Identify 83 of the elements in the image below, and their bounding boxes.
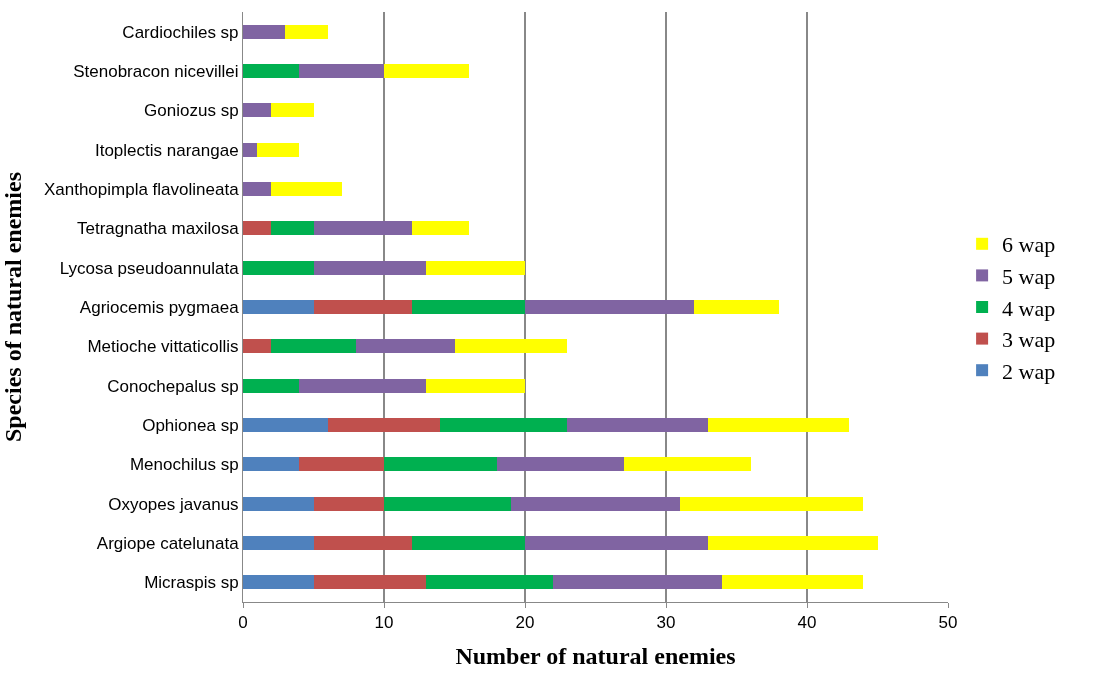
bar: [313, 575, 427, 590]
bar: [426, 260, 525, 275]
bar: [243, 536, 314, 550]
x-tick-label: 10: [374, 613, 394, 633]
bar: [454, 339, 568, 354]
bar: [623, 457, 751, 472]
bar: [680, 496, 864, 511]
bar: [243, 378, 300, 393]
y-tick-label: Metioche vittaticollis: [87, 337, 239, 357]
bar: [299, 378, 427, 393]
bar: [525, 300, 695, 314]
y-tick-label: Agriocemis pygmaea: [79, 297, 240, 317]
bar: [694, 300, 779, 314]
bar: [285, 24, 328, 39]
legend-label: 3 wap: [1002, 327, 1056, 353]
bar: [299, 457, 384, 472]
bar: [313, 300, 413, 314]
bar: [271, 221, 314, 236]
y-tick-label: Itoplectis narangae: [94, 140, 239, 160]
legend-label: 2 wap: [1002, 358, 1056, 384]
legend-label: 5 wap: [1002, 263, 1056, 289]
y-tick-label: Conochepalus sp: [107, 376, 239, 396]
y-tick-label: Xanthopimpla flavolineata: [43, 179, 240, 199]
bar: [243, 182, 272, 196]
bar: [243, 575, 314, 590]
bar: [567, 418, 709, 432]
bar: [496, 457, 624, 472]
bar: [243, 418, 328, 432]
y-tick-label: Micraspis sp: [144, 573, 239, 593]
y-tick-label: Menochilus sp: [129, 455, 239, 475]
x-tick-label: 30: [656, 613, 676, 633]
bar: [271, 339, 356, 354]
y-tick-label: Oxyopes javanus: [108, 494, 239, 514]
y-tick-label: Cardiochiles sp: [122, 22, 239, 42]
bar: [257, 142, 300, 157]
legend-label: 6 wap: [1002, 232, 1056, 258]
legend-label: 4 wap: [1002, 295, 1056, 321]
bar: [313, 536, 413, 550]
bar: [355, 339, 455, 354]
bar: [327, 418, 441, 432]
bar: [243, 496, 314, 511]
bar: [412, 536, 525, 550]
bar: [426, 575, 554, 590]
bar: [313, 496, 384, 511]
y-tick-label: Goniozus sp: [144, 101, 239, 121]
bar: [271, 182, 342, 196]
y-tick-label: Tetragnatha maxilosa: [77, 219, 240, 239]
bar: [243, 64, 300, 78]
bar: [243, 457, 300, 472]
bar: [708, 536, 878, 550]
bar: [525, 536, 709, 550]
y-tick-label: Ophionea sp: [142, 415, 239, 435]
bar: [553, 575, 723, 590]
bar: [384, 457, 497, 472]
bar: [243, 103, 272, 118]
bar: [412, 221, 469, 236]
x-tick-label: 0: [238, 613, 248, 633]
bar: [243, 339, 272, 354]
x-tick-label: 20: [515, 613, 535, 633]
bar: [243, 260, 314, 275]
bar: [243, 221, 272, 236]
y-tick-label: Argiope catelunata: [96, 533, 240, 553]
y-axis-title: Species of natural enemies: [0, 172, 27, 442]
bar: [299, 64, 384, 78]
bar: [708, 418, 850, 432]
y-tick-label: Stenobracon nicevillei: [73, 61, 239, 81]
bar: [722, 575, 864, 590]
bar: [384, 496, 511, 511]
bar: [313, 260, 427, 275]
y-tick-label: Lycosa pseudoannulata: [59, 258, 240, 278]
bar: [510, 496, 681, 511]
x-tick-label: 50: [938, 613, 958, 633]
bar: [271, 103, 314, 118]
x-tick-label: 40: [797, 613, 817, 633]
bar: [384, 64, 469, 78]
bar: [426, 378, 525, 393]
bar: [243, 300, 314, 314]
bar: [243, 24, 286, 39]
bar: [243, 142, 258, 157]
bar: [313, 221, 413, 236]
x-axis-title: Number of natural enemies: [455, 642, 736, 669]
bar: [440, 418, 568, 432]
bar: [412, 300, 525, 314]
